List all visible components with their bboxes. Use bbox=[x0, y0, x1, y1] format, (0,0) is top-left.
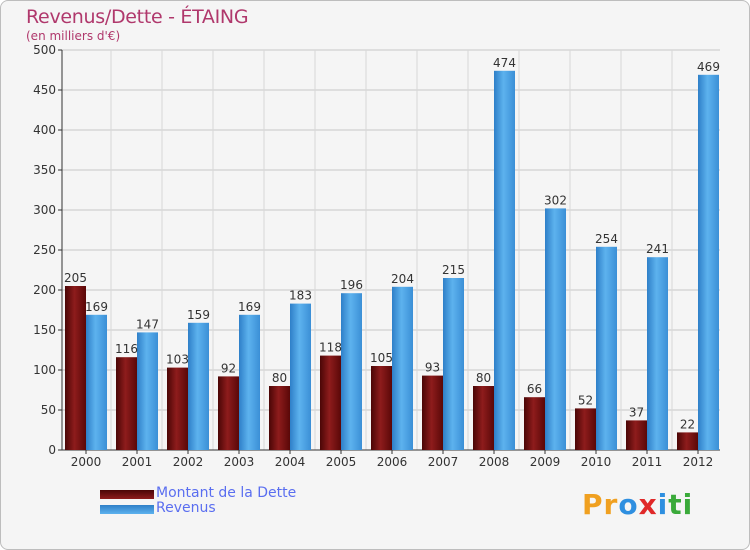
bar-debt bbox=[575, 408, 596, 450]
bar-revenus bbox=[86, 314, 107, 450]
logo-letter: i bbox=[682, 488, 694, 521]
legend-label-debt: Montant de la Dette bbox=[156, 485, 297, 501]
bar-revenus bbox=[239, 314, 260, 450]
bar-debt bbox=[116, 357, 137, 450]
bar-debt bbox=[626, 420, 647, 450]
data-label-revenus: 241 bbox=[646, 242, 669, 256]
logo-letter: r bbox=[603, 488, 619, 521]
bar-debt bbox=[473, 386, 494, 450]
x-tick-label: 2010 bbox=[581, 455, 612, 469]
axis-layer: 0 50 100 150 200 250 300 350 400 450 500 2000 2001 20… bbox=[33, 43, 720, 469]
data-label-debt: 116 bbox=[115, 342, 138, 356]
x-tick-label: 2006 bbox=[377, 455, 408, 469]
logo-letter: t bbox=[668, 488, 683, 521]
x-tick-label: 2008 bbox=[479, 455, 510, 469]
data-label-debt: 80 bbox=[272, 371, 287, 385]
x-tick-label: 2004 bbox=[275, 455, 306, 469]
y-tick-label: 100 bbox=[33, 363, 56, 377]
bar-revenus bbox=[341, 293, 362, 450]
x-tick-label: 2009 bbox=[530, 455, 561, 469]
data-label-debt: 92 bbox=[221, 361, 236, 375]
bar-revenus bbox=[443, 278, 464, 450]
data-label-debt: 105 bbox=[370, 351, 393, 365]
bar-debt bbox=[167, 367, 188, 450]
data-label-revenus: 147 bbox=[136, 317, 159, 331]
bar-debt bbox=[320, 355, 341, 450]
logo-letter: i bbox=[657, 488, 669, 521]
bar-debt bbox=[65, 286, 86, 450]
data-label-revenus: 204 bbox=[391, 272, 414, 286]
data-label-revenus: 254 bbox=[595, 232, 618, 246]
y-tick-label: 200 bbox=[33, 283, 56, 297]
bar-revenus bbox=[290, 303, 311, 450]
y-tick-label: 50 bbox=[41, 403, 56, 417]
bar-debt bbox=[371, 366, 392, 450]
y-tick-label: 500 bbox=[33, 43, 56, 57]
x-tick-label: 2003 bbox=[224, 455, 255, 469]
data-label-revenus: 469 bbox=[697, 60, 720, 74]
chart-subtitle: (en milliers d'€) bbox=[26, 29, 121, 43]
data-label-debt: 205 bbox=[64, 271, 87, 285]
data-label-debt: 118 bbox=[319, 341, 342, 355]
bar-revenus bbox=[137, 332, 158, 450]
data-label-debt: 80 bbox=[476, 371, 491, 385]
bar-debt bbox=[218, 376, 239, 450]
bar-revenus bbox=[596, 246, 617, 450]
data-label-debt: 37 bbox=[629, 405, 644, 419]
x-tick-label: 2002 bbox=[173, 455, 204, 469]
data-label-revenus: 196 bbox=[340, 278, 363, 292]
bar-revenus bbox=[392, 286, 413, 450]
y-tick-label: 250 bbox=[33, 243, 56, 257]
logo-letter: P bbox=[582, 488, 604, 521]
proxiti-logo: Proxiti bbox=[582, 488, 693, 521]
y-tick-label: 0 bbox=[48, 443, 56, 457]
data-label-revenus: 215 bbox=[442, 263, 465, 277]
x-tick-label: 2007 bbox=[428, 455, 459, 469]
bar-layer bbox=[65, 70, 719, 451]
bar-revenus bbox=[647, 257, 668, 450]
bar-debt bbox=[677, 432, 698, 450]
x-tick-label: 2012 bbox=[683, 455, 714, 469]
legend-label-revenus: Revenus bbox=[156, 500, 216, 516]
data-label-revenus: 302 bbox=[544, 193, 567, 207]
data-label-debt: 52 bbox=[578, 393, 593, 407]
bar-debt bbox=[269, 386, 290, 450]
data-label-debt: 103 bbox=[166, 353, 189, 367]
y-tick-label: 350 bbox=[33, 163, 56, 177]
label-layer: 205 169 116 147 103 159 92 169 80 183 118 196 105 204… bbox=[64, 56, 720, 432]
x-tick-label: 2005 bbox=[326, 455, 357, 469]
bar-debt bbox=[422, 375, 443, 450]
y-tick-label: 450 bbox=[33, 83, 56, 97]
data-label-revenus: 474 bbox=[493, 56, 516, 70]
y-tick-label: 150 bbox=[33, 323, 56, 337]
data-label-revenus: 169 bbox=[238, 300, 261, 314]
bar-revenus bbox=[494, 70, 515, 451]
x-tick-label: 2000 bbox=[71, 455, 102, 469]
chart-title: Revenus/Dette - ÉTAING bbox=[26, 6, 249, 28]
data-label-revenus: 169 bbox=[85, 300, 108, 314]
bar-revenus bbox=[188, 322, 209, 450]
x-tick-label: 2011 bbox=[632, 455, 663, 469]
logo-letter: o bbox=[618, 488, 639, 521]
data-label-revenus: 183 bbox=[289, 289, 312, 303]
legend-swatch-debt bbox=[100, 490, 154, 499]
data-label-revenus: 159 bbox=[187, 308, 210, 322]
y-tick-label: 400 bbox=[33, 123, 56, 137]
legend-swatch-revenus bbox=[100, 505, 154, 514]
data-label-debt: 22 bbox=[680, 417, 695, 431]
bar-debt bbox=[524, 397, 545, 450]
bar-revenus bbox=[545, 208, 566, 450]
y-tick-label: 300 bbox=[33, 203, 56, 217]
data-label-debt: 93 bbox=[425, 361, 440, 375]
logo-letter: x bbox=[638, 488, 658, 521]
x-tick-label: 2001 bbox=[122, 455, 153, 469]
bar-revenus bbox=[698, 74, 719, 451]
data-label-debt: 66 bbox=[527, 382, 542, 396]
